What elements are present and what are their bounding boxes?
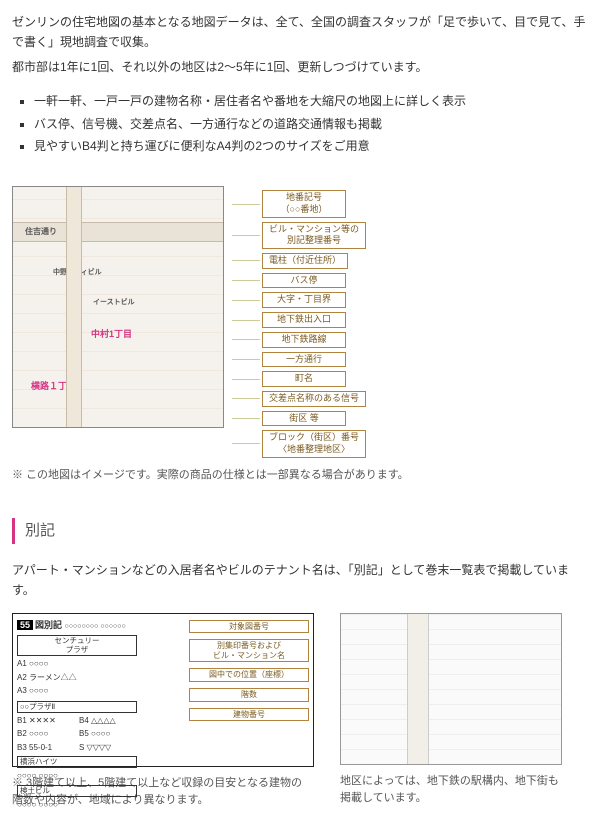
legend-item: 町名 xyxy=(262,371,346,387)
feature-list: 一軒一軒、一戸一戸の建物名称・居住者名や番地を大縮尺の地図上に詳しく表示 バス停… xyxy=(12,91,589,156)
legend-item: ブロック（街区）番号 〈地番整理地区〉 xyxy=(262,430,366,457)
diagram-left-title: センチュリー プラザ xyxy=(17,635,137,657)
diagram-header: 55図別記 ○○○○○○○○ ○○○○○○ xyxy=(17,618,126,633)
bekki-row: 55図別記 ○○○○○○○○ ○○○○○○ センチュリー プラザ A1 ○○○○… xyxy=(12,613,589,810)
map-chome-label: 横路１丁目 xyxy=(31,379,76,394)
caption-b: 地区によっては、地下鉄の駅構内、地下街も掲載しています。 xyxy=(340,773,560,808)
diagram-left-row: B3 55-0-1 xyxy=(17,741,75,755)
diagram-right-label: 別集印番号および ビル・マンション名 xyxy=(189,639,309,662)
diagram-header-text: 図別記 xyxy=(35,620,62,630)
diagram-right-label: 建物番号 xyxy=(189,708,309,722)
map-legend: 地番記号 （○○番地） ビル・マンション等の 別記整理番号 電柱（付近住所） バ… xyxy=(232,186,366,457)
diagram-left-row: B1 ✕✕✕✕ xyxy=(17,714,75,728)
diagram-header-num: 55 xyxy=(17,620,33,630)
diagram-left-box: 検土ビル xyxy=(17,785,137,797)
legend-item: バス停 xyxy=(262,273,346,289)
legend-item: 地下鉄路線 xyxy=(262,332,346,348)
diagram-left-row: S ▽▽▽▽ xyxy=(79,741,137,755)
legend-item: 一方通行 xyxy=(262,352,346,368)
feature-item: バス停、信号機、交差点名、一方通行などの道路交通情報も掲載 xyxy=(34,114,589,134)
diagram-left-row: B5 ○○○○ xyxy=(79,727,137,741)
feature-item: 見やすいB4判と持ち運びに便利なA4判の2つのサイズをご用意 xyxy=(34,136,589,156)
map-note: ※ この地図はイメージです。実際の商品の仕様とは一部異なる場合があります。 xyxy=(12,466,589,485)
diagram-right-label: 図中での位置（座標） xyxy=(189,668,309,682)
map-street-label: 住吉通り xyxy=(25,225,57,239)
diagram-left-row: A1 ○○○○ xyxy=(17,657,137,671)
feature-item: 一軒一軒、一戸一戸の建物名称・居住者名や番地を大縮尺の地図上に詳しく表示 xyxy=(34,91,589,111)
diagram-left-box: 横浜ハイツ xyxy=(17,756,137,768)
legend-item: 電柱（付近住所） xyxy=(262,253,348,269)
bekki-diagram: 55図別記 ○○○○○○○○ ○○○○○○ センチュリー プラザ A1 ○○○○… xyxy=(12,613,314,767)
intro-line2: 都市部は1年に1回、それ以外の地区は2〜5年に1回、更新しつづけています。 xyxy=(12,57,589,77)
map-bldg-label: イーストビル xyxy=(93,297,135,309)
legend-item: 大字・丁目界 xyxy=(262,292,346,308)
intro-text: ゼンリンの住宅地図の基本となる地図データは、全て、全国の調査スタッフが「足で歩い… xyxy=(12,12,589,77)
map-bldg-label: 中野シティビル xyxy=(53,267,102,279)
diagram-left-row: A2 ラーメン△△ xyxy=(17,671,137,685)
diagram-left-row: A3 ○○○○ xyxy=(17,684,137,698)
diagram-left-row: ○○○○ ○○○○ xyxy=(17,769,137,783)
legend-item: 街区 等 xyxy=(262,411,346,427)
diagram-left-sub: ○○プラザⅡ xyxy=(17,701,137,713)
section-heading-bekki: 別記 xyxy=(12,518,589,544)
diagram-left-row: B2 ○○○○ xyxy=(17,727,75,741)
legend-item: 地番記号 （○○番地） xyxy=(262,190,346,217)
legend-item: 交差点名称のある信号 xyxy=(262,391,366,407)
map-sample-block: 住吉通り 中野シティビル イーストビル 中村1丁目 横路１丁目 地番記号 （○○… xyxy=(12,186,589,484)
legend-item: 地下鉄出入口 xyxy=(262,312,346,328)
legend-item: ビル・マンション等の 別記整理番号 xyxy=(262,222,366,249)
map-sample-image: 住吉通り 中野シティビル イーストビル 中村1丁目 横路１丁目 xyxy=(12,186,224,428)
diagram-right-label: 対象図番号 xyxy=(189,620,309,634)
bekki-lead: アパート・マンションなどの入居者名やビルのテナント名は、「別記」として巻末一覧表… xyxy=(12,560,589,601)
intro-line1: ゼンリンの住宅地図の基本となる地図データは、全て、全国の調査スタッフが「足で歩い… xyxy=(12,12,589,53)
diagram-left-row: B4 △△△△ xyxy=(79,714,137,728)
underground-diagram xyxy=(340,613,562,765)
diagram-left-row: ○○○○ ○○○○ xyxy=(17,798,137,812)
map-chome-label: 中村1丁目 xyxy=(91,327,132,342)
